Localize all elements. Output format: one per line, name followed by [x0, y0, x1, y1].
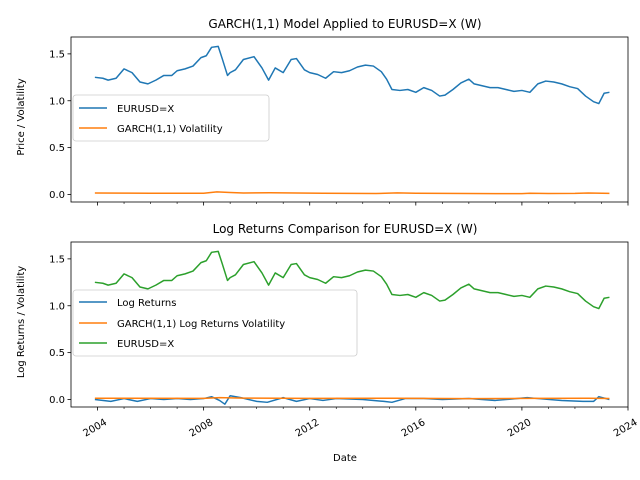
bottom-chart-plot-frame — [70, 241, 629, 408]
bottom-chart-y-axis-label: Log Returns / Volatility — [16, 266, 27, 378]
top-chart-title: GARCH(1,1) Model Applied to EURUSD=X (W) — [208, 17, 481, 31]
top-series-line-garch-1-1-volatility — [94, 191, 610, 195]
bottom-legend-label-eurusd: EURUSD=X — [117, 339, 174, 350]
top-y-tick-label: 0.0 — [49, 190, 65, 201]
top-chart-ticks: 0.0 0.5 1.0 1.5 — [49, 49, 629, 206]
top-chart-legend: EURUSD=X GARCH(1,1) Volatility — [72, 94, 270, 142]
bottom-y-tick-label: 0.0 — [49, 395, 65, 406]
bottom-chart-title: Log Returns Comparison for EURUSD=X (W) — [213, 222, 478, 236]
top-legend-label-eurusd: EURUSD=X — [117, 104, 174, 115]
bottom-chart: Log Returns Comparison for EURUSD=X (W) … — [16, 222, 640, 464]
bottom-legend-label-garch: GARCH(1,1) Log Returns Volatility — [117, 319, 285, 330]
top-chart-series — [94, 45, 610, 195]
bottom-chart-x-axis-label: Date — [333, 453, 357, 464]
top-y-tick-label: 0.5 — [49, 143, 65, 154]
bottom-y-tick-label: 1.0 — [49, 301, 65, 312]
top-chart-legend-box — [72, 94, 270, 142]
top-series-line-eurusd-x — [94, 45, 610, 105]
top-chart-plot-frame — [70, 36, 629, 203]
top-y-tick-label: 1.0 — [49, 96, 65, 107]
bottom-chart-legend: Log Returns GARCH(1,1) Log Returns Volat… — [72, 289, 358, 357]
top-y-tick-label: 1.5 — [49, 49, 65, 60]
top-chart: GARCH(1,1) Model Applied to EURUSD=X (W)… — [16, 17, 629, 206]
bottom-legend-label-log-returns: Log Returns — [117, 298, 176, 309]
bottom-series-line-garch-1-1-log-returns-volatility — [94, 396, 610, 400]
bottom-chart-series — [94, 250, 610, 405]
bottom-series-line-eurusd-x — [94, 250, 610, 310]
top-chart-y-axis-label: Price / Volatility — [16, 78, 27, 155]
bottom-chart-legend-box — [72, 289, 358, 357]
top-legend-label-garch: GARCH(1,1) Volatility — [117, 124, 223, 135]
bottom-y-tick-label: 0.5 — [49, 348, 65, 359]
bottom-y-tick-label: 1.5 — [49, 254, 65, 265]
